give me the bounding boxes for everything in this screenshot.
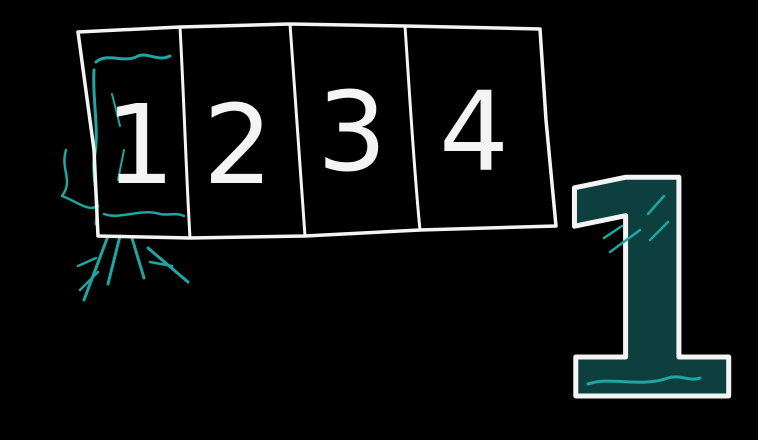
cell-divider [178, 25, 192, 240]
cell-divider [288, 22, 307, 238]
array-cell-1: 1 [105, 81, 175, 209]
array-cell-3: 3 [317, 68, 387, 196]
array-cell-2: 2 [203, 81, 273, 209]
result-shading [586, 194, 702, 386]
result-value: 1 [541, 118, 750, 440]
array-cell-4: 4 [439, 68, 509, 196]
highlight-scribble [60, 53, 190, 302]
cell-divider [403, 24, 422, 232]
